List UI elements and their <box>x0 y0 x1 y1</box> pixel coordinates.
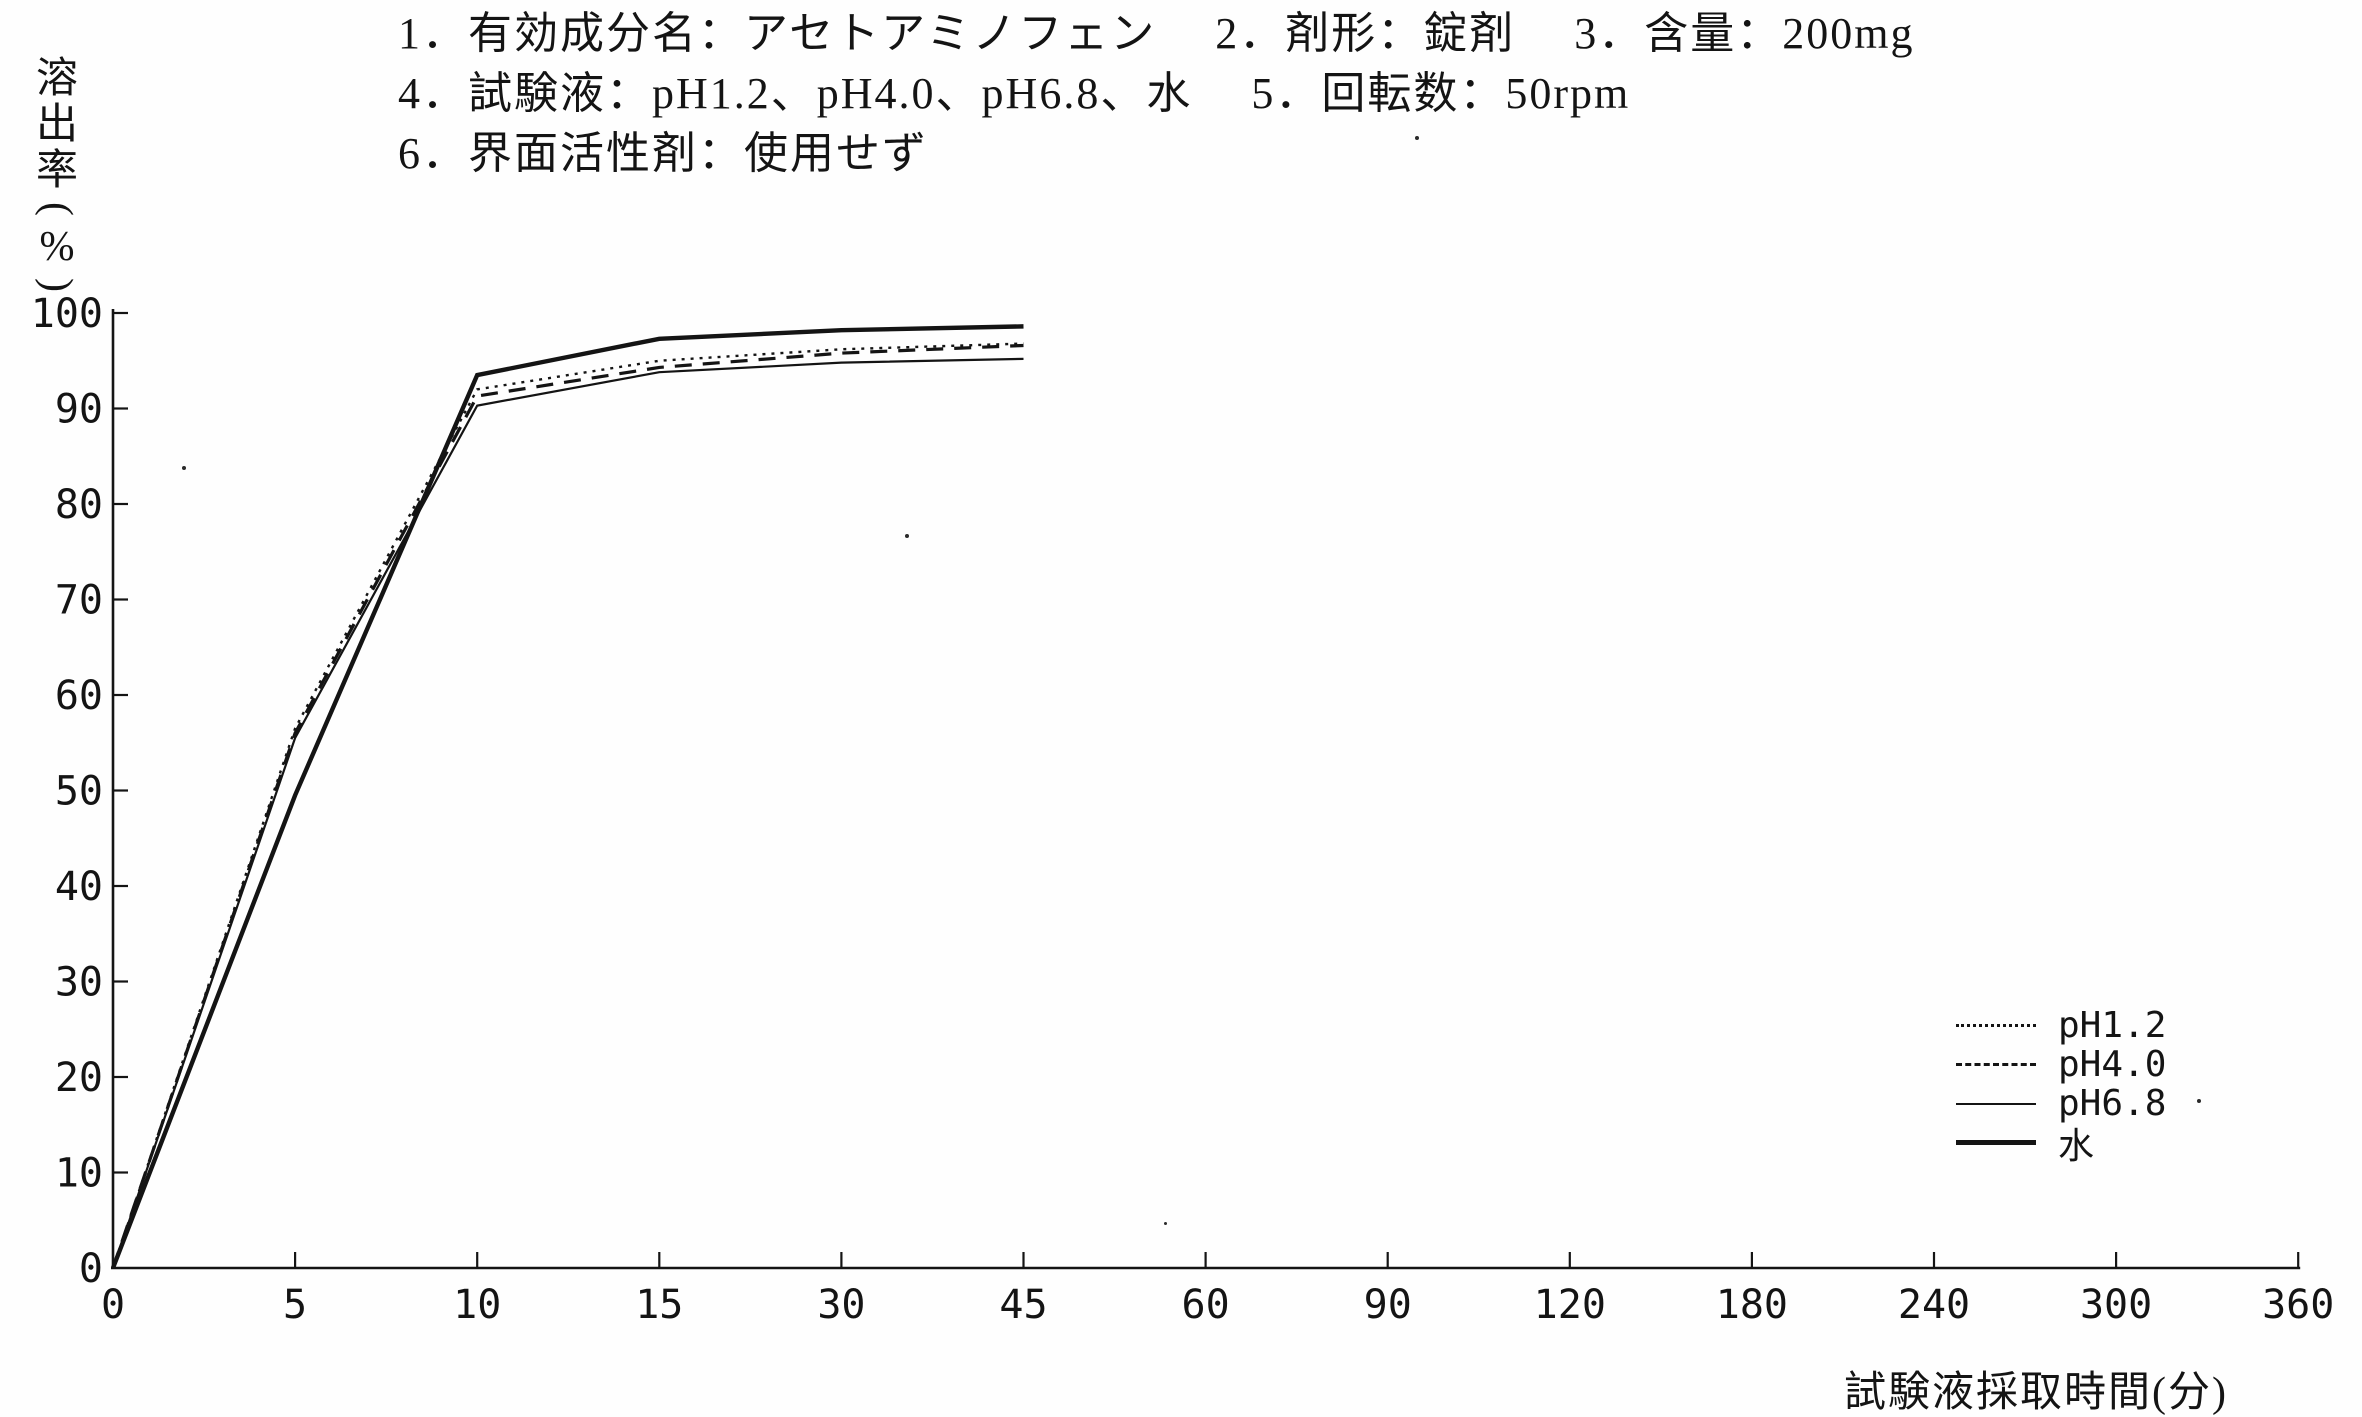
legend: pH1.2 pH4.0 pH6.8 水 <box>1956 1005 2167 1167</box>
legend-label: pH4.0 <box>2058 1044 2167 1085</box>
x-axis-title: 試験液採取時間(分) <box>1844 1370 2228 1416</box>
x-tick-label: 90 <box>1364 1282 1412 1328</box>
y-tick-label: 100 <box>31 291 103 337</box>
x-tick-label: 120 <box>1534 1282 1606 1328</box>
condition-line-2: 4．試験液：pH1.2、pH4.0、pH6.8、水 5．回転数：50rpm <box>398 69 1631 118</box>
x-tick-label: 15 <box>635 1282 683 1328</box>
y-axis-title-char: 率 <box>36 148 79 194</box>
legend-item-pH4.0: pH4.0 <box>1956 1044 2167 1085</box>
x-tick-label: 240 <box>1898 1282 1970 1328</box>
scan-speck <box>1415 136 1419 140</box>
legend-item-pH1.2: pH1.2 <box>1956 1005 2167 1046</box>
scan-speck <box>1164 1222 1167 1225</box>
x-tick-label: 0 <box>101 1282 125 1328</box>
x-tick-label: 45 <box>999 1282 1047 1328</box>
legend-item-pH6.8: pH6.8 <box>1956 1083 2167 1124</box>
y-axis-title-char: % <box>39 224 75 270</box>
y-tick-label: 80 <box>55 482 103 528</box>
legend-line-swatch <box>1956 1102 2036 1105</box>
legend-line-swatch <box>1956 1024 2036 1027</box>
legend-label: 水 <box>2058 1125 2095 1167</box>
y-tick-label: 40 <box>55 864 103 910</box>
x-tick-label: 60 <box>1182 1282 1230 1328</box>
series-line-pH4.0 <box>111 343 1024 1269</box>
x-tick-label: 30 <box>817 1282 865 1328</box>
condition-line-3: 6．界面活性剤：使用せず <box>398 129 928 178</box>
y-axis-title: 溶出率(%) <box>34 56 80 300</box>
y-tick-label: 60 <box>55 673 103 719</box>
series-line-pH6.8 <box>111 357 1024 1269</box>
legend-line-swatch <box>1956 1063 2036 1066</box>
x-tick-label: 360 <box>2262 1282 2334 1328</box>
legend-item-水: 水 <box>1956 1123 2166 1167</box>
legend-line-swatch <box>1956 1140 2036 1145</box>
x-tick-label: 180 <box>1716 1282 1788 1328</box>
y-tick-label: 10 <box>55 1151 103 1197</box>
x-tick-label: 300 <box>2080 1282 2152 1328</box>
y-tick-label: 0 <box>79 1246 103 1292</box>
x-tick-label: 10 <box>453 1282 501 1328</box>
series-line-水 <box>110 324 1024 1269</box>
scan-speck <box>182 466 186 470</box>
y-tick-label: 90 <box>55 387 103 433</box>
y-axis-title-char: 出 <box>36 102 79 148</box>
legend-label: pH1.2 <box>2058 1005 2167 1046</box>
y-tick-label: 50 <box>55 769 103 815</box>
scan-speck <box>905 534 909 538</box>
scan-speck <box>2197 1099 2201 1103</box>
y-tick-label: 30 <box>55 960 103 1006</box>
y-tick-label: 70 <box>55 578 103 624</box>
y-axis-title-char: 溶 <box>36 56 79 102</box>
legend-label: pH6.8 <box>2058 1083 2167 1124</box>
y-tick-label: 20 <box>55 1055 103 1101</box>
x-tick-label: 5 <box>283 1282 307 1328</box>
series-line-pH1.2 <box>111 342 1024 1269</box>
condition-line-1: 1．有効成分名：アセトアミノフェン 2．剤形：錠剤 3．含量：200mg <box>398 9 1915 58</box>
